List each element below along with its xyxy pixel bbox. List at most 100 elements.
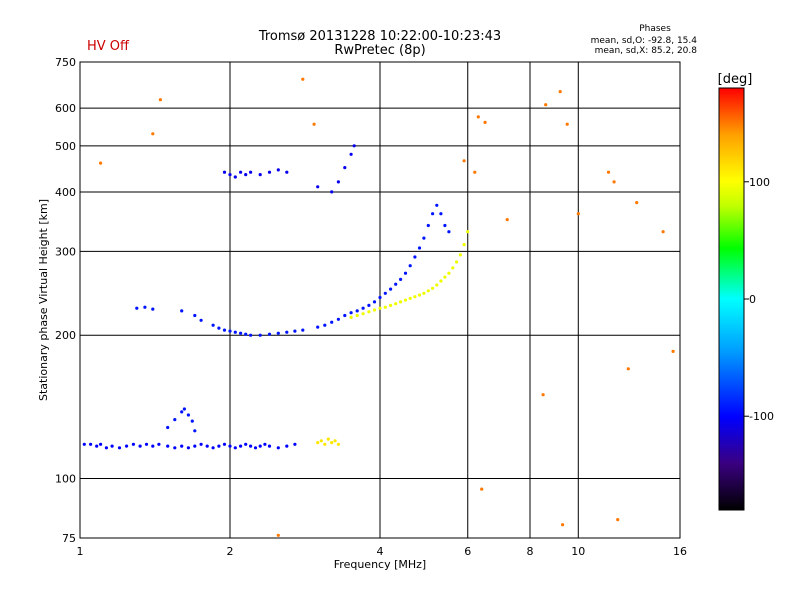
data-point (394, 302, 398, 306)
data-point (99, 161, 103, 165)
data-point (173, 446, 177, 450)
data-point (104, 446, 108, 450)
data-point (355, 309, 359, 313)
data-point (217, 326, 221, 330)
data-point (326, 437, 330, 441)
data-point (222, 170, 227, 174)
colorbar-tick-label: -100 (749, 410, 774, 423)
data-point (431, 286, 435, 290)
y-tick-label: 300 (55, 245, 76, 258)
data-point (258, 173, 262, 177)
data-point (561, 523, 565, 527)
data-point (378, 295, 382, 300)
y-tick-label: 200 (55, 329, 76, 342)
y-tick-label: 500 (55, 140, 76, 153)
data-point (544, 103, 548, 107)
x-tick-label: 1 (77, 545, 84, 558)
data-point (312, 122, 316, 126)
data-point (333, 439, 337, 443)
x-tick-label: 10 (571, 545, 585, 558)
data-point (476, 115, 480, 119)
data-point (612, 180, 616, 184)
data-point (383, 291, 387, 295)
data-point (186, 413, 190, 417)
data-point (244, 332, 248, 336)
data-point (558, 90, 562, 94)
data-point (82, 442, 86, 446)
data-point (422, 236, 426, 240)
data-point (361, 306, 365, 310)
data-point (233, 330, 237, 334)
data-point (267, 332, 272, 336)
data-point (151, 307, 155, 311)
x-tick-label: 8 (527, 545, 534, 558)
data-point (367, 303, 371, 307)
x-tick-label: 4 (377, 545, 384, 558)
data-point (135, 306, 139, 310)
data-point (193, 313, 197, 318)
data-point (336, 180, 340, 184)
data-point (253, 446, 258, 450)
data-point (417, 293, 422, 297)
data-point (151, 132, 155, 136)
colorbar-label: [deg] (718, 72, 753, 87)
data-point (258, 444, 262, 448)
data-point (222, 442, 227, 446)
data-point (349, 315, 353, 319)
data-point (263, 442, 267, 446)
data-point (541, 393, 545, 397)
data-point (330, 320, 334, 324)
data-point (276, 168, 280, 172)
data-point (99, 442, 103, 446)
data-point (239, 331, 243, 335)
data-point (110, 444, 114, 448)
y-tick-label: 75 (62, 532, 76, 545)
y-tick-label: 400 (55, 186, 76, 199)
data-point (199, 318, 203, 322)
grid-lines (80, 62, 680, 538)
data-point (285, 170, 289, 174)
data-point (222, 328, 227, 332)
data-point (233, 175, 237, 179)
data-point (316, 185, 320, 189)
data-point (616, 518, 620, 522)
data-point (182, 407, 186, 411)
data-point (217, 444, 221, 448)
data-point (431, 212, 435, 216)
colorbar-ticks: 100 0 -100 (744, 176, 774, 423)
data-point (458, 253, 462, 257)
data-point (399, 277, 403, 281)
data-point (89, 442, 93, 446)
data-point (258, 333, 262, 337)
data-point (228, 173, 232, 177)
x-tick-label: 2 (227, 545, 234, 558)
data-point (435, 283, 439, 287)
data-point (383, 305, 387, 309)
data-point (249, 444, 253, 448)
data-point (408, 264, 412, 268)
data-point (323, 323, 327, 327)
data-point (361, 312, 365, 316)
data-point (343, 313, 347, 318)
data-point (403, 298, 408, 302)
data-point (319, 439, 323, 443)
data-point (158, 98, 162, 102)
hv-status: HV Off (87, 39, 130, 54)
data-point (166, 444, 170, 448)
stats-line-o: mean, sd,O: -92.8, 15.4 (591, 36, 698, 46)
colorbar-tick-label: 0 (749, 293, 756, 306)
y-tick-label: 750 (55, 56, 76, 69)
data-point (293, 442, 297, 446)
data-point (157, 442, 161, 446)
data-point (144, 442, 149, 446)
data-point (301, 77, 305, 81)
data-point (233, 446, 237, 450)
data-point (131, 442, 135, 446)
data-point (244, 173, 248, 177)
data-point (505, 218, 509, 222)
data-point (399, 300, 403, 304)
data-point (451, 266, 455, 270)
x-axis-label: Frequency [MHz] (334, 558, 426, 571)
data-point (462, 243, 466, 247)
